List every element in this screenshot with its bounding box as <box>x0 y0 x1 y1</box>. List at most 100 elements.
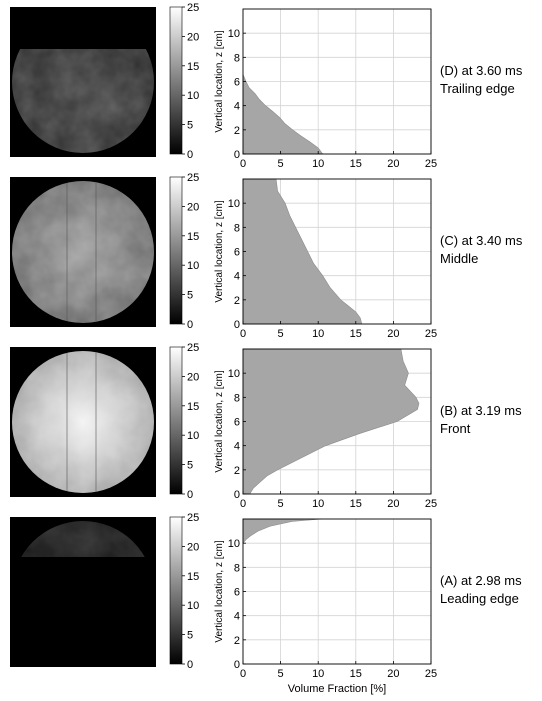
caption-time: (B) at 3.19 ms <box>440 403 522 418</box>
colorbar-tick-label: 0 <box>187 319 193 331</box>
y-tick-label: 10 <box>228 28 240 40</box>
y-tick-label: 2 <box>234 125 240 137</box>
colorbar-tick-label: 20 <box>187 371 199 383</box>
x-tick-label: 0 <box>240 328 246 340</box>
panel-caption: (D) at 3.60 ms Trailing edge <box>440 62 540 98</box>
xray-image <box>10 517 156 667</box>
colorbar: 25 20 15 10 5 0 <box>169 512 199 671</box>
y-tick-label: 0 <box>234 149 240 161</box>
colorbar-tick-label: 25 <box>187 2 199 14</box>
y-tick-label: 4 <box>234 611 240 623</box>
x-tick-label: 20 <box>387 498 399 510</box>
x-tick-label: 20 <box>387 668 399 680</box>
x-tick-label: 5 <box>278 328 284 340</box>
y-tick-label: 8 <box>234 392 240 404</box>
colorbar: 25 20 15 10 5 0 <box>169 2 199 161</box>
panel-caption: (C) at 3.40 ms Middle <box>440 232 540 268</box>
colorbar-tick-label: 5 <box>187 290 193 302</box>
panel-leading-edge: 25 20 15 10 5 0 0 5 10 15 20 25 0 2 4 6 8 10 Vertical loc… <box>0 512 542 680</box>
caption-phase: Leading edge <box>440 591 519 606</box>
caption-phase: Trailing edge <box>440 81 515 96</box>
y-tick-label: 10 <box>228 198 240 210</box>
colorbar-tick-label: 10 <box>187 600 199 612</box>
y-axis-label: Vertical location, z [cm] <box>214 30 225 132</box>
colorbar-tick-label: 0 <box>187 489 193 501</box>
colorbar-tick-label: 5 <box>187 630 193 642</box>
panel-trailing-edge: 25 20 15 10 5 0 0 5 10 15 20 25 0 2 4 6 8 10 Vertical loc… <box>0 2 542 170</box>
y-tick-label: 8 <box>234 52 240 64</box>
colorbar-tick-label: 0 <box>187 659 193 671</box>
y-axis-label: Vertical location, z [cm] <box>214 370 225 472</box>
panel-caption: (A) at 2.98 ms Leading edge <box>440 572 540 608</box>
caption-time: (C) at 3.40 ms <box>440 233 523 248</box>
volume-fraction-area <box>242 348 420 495</box>
x-tick-label: 20 <box>387 158 399 170</box>
x-tick-label: 0 <box>240 668 246 680</box>
caption-time: (D) at 3.60 ms <box>440 63 523 78</box>
colorbar-gradient <box>169 176 183 325</box>
colorbar-tick-label: 15 <box>187 61 199 73</box>
x-tick-label: 10 <box>312 498 324 510</box>
volume-fraction-area <box>242 74 324 155</box>
x-tick-label: 10 <box>312 328 324 340</box>
x-tick-label: 10 <box>312 668 324 680</box>
panel-middle: 25 20 15 10 5 0 0 5 10 15 20 25 0 2 4 6 8 10 Vertical loc… <box>0 172 542 340</box>
y-tick-label: 4 <box>234 271 240 283</box>
y-tick-label: 8 <box>234 222 240 234</box>
colorbar-tick-label: 25 <box>187 342 199 354</box>
x-tick-label: 5 <box>278 158 284 170</box>
x-tick-label: 15 <box>350 668 362 680</box>
x-tick-label: 10 <box>312 158 324 170</box>
colorbar-gradient <box>169 346 183 495</box>
y-tick-label: 8 <box>234 562 240 574</box>
y-tick-label: 2 <box>234 295 240 307</box>
colorbar-tick-label: 10 <box>187 90 199 102</box>
colorbar-tick-label: 15 <box>187 231 199 243</box>
y-tick-label: 6 <box>234 587 240 599</box>
colorbar-tick-label: 0 <box>187 149 193 161</box>
y-tick-label: 4 <box>234 441 240 453</box>
y-tick-label: 2 <box>234 635 240 647</box>
volume-fraction-area <box>242 178 363 325</box>
xray-image <box>10 7 156 157</box>
x-axis-label: Volume Fraction [%] <box>287 683 387 695</box>
panel-front: 25 20 15 10 5 0 0 5 10 15 20 25 0 2 4 6 8 10 Vertical loc… <box>0 342 542 510</box>
colorbar-tick-label: 25 <box>187 172 199 184</box>
colorbar-tick-label: 5 <box>187 120 193 132</box>
colorbar-tick-label: 20 <box>187 31 199 43</box>
colorbar: 25 20 15 10 5 0 <box>169 172 199 331</box>
x-tick-label: 25 <box>425 498 437 510</box>
colorbar-tick-label: 20 <box>187 201 199 213</box>
x-tick-label: 15 <box>350 498 362 510</box>
y-tick-label: 6 <box>234 417 240 429</box>
xray-image <box>10 347 156 497</box>
y-tick-label: 2 <box>234 465 240 477</box>
x-tick-label: 25 <box>425 668 437 680</box>
y-tick-label: 0 <box>234 319 240 331</box>
colorbar-tick-label: 15 <box>187 401 199 413</box>
y-tick-label: 0 <box>234 659 240 671</box>
y-tick-label: 10 <box>228 538 240 550</box>
volume-fraction-area <box>242 518 322 544</box>
y-axis-label: Vertical location, z [cm] <box>214 540 225 642</box>
y-tick-label: 0 <box>234 489 240 501</box>
colorbar-gradient <box>169 6 183 155</box>
colorbar: 25 20 15 10 5 0 <box>169 342 199 501</box>
x-tick-label: 25 <box>425 158 437 170</box>
colorbar-tick-label: 25 <box>187 512 199 524</box>
colorbar-tick-label: 10 <box>187 430 199 442</box>
x-tick-label: 20 <box>387 328 399 340</box>
x-tick-label: 15 <box>350 158 362 170</box>
y-tick-label: 6 <box>234 77 240 89</box>
x-tick-label: 5 <box>278 668 284 680</box>
panel-caption: (B) at 3.19 ms Front <box>440 402 540 438</box>
x-tick-label: 5 <box>278 498 284 510</box>
caption-phase: Middle <box>440 251 479 266</box>
y-axis-label: Vertical location, z [cm] <box>214 200 225 302</box>
x-tick-label: 0 <box>240 498 246 510</box>
